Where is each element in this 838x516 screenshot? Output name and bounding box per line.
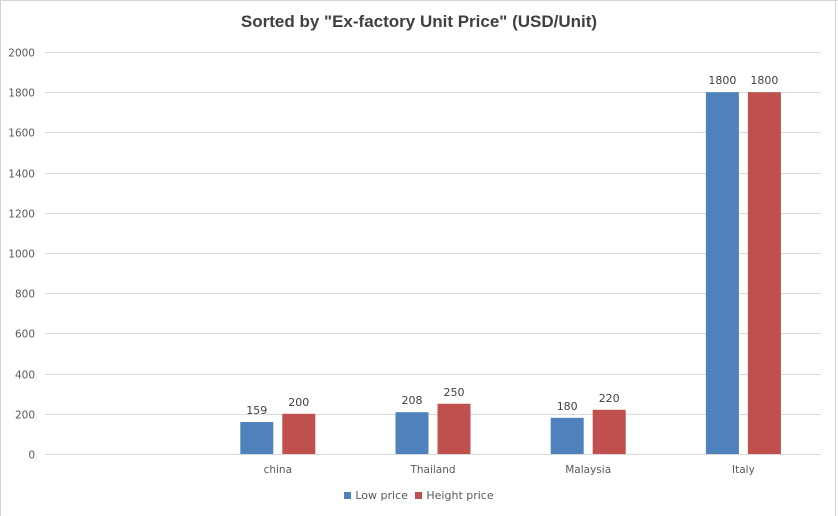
y-tick-label: 800 (15, 289, 35, 301)
y-tick-label: 2000 (8, 48, 35, 60)
chart-title: Sorted by "Ex-factory Unit Price" (USD/U… (240, 12, 598, 31)
bar-low-price (705, 92, 739, 454)
data-label-height-price: 1800 (750, 74, 778, 87)
legend-label-height-price: Height price (426, 489, 494, 502)
data-labels: 159 200 208 250 180 220 1800 1800 (246, 74, 778, 417)
x-tick-label: Thailand (409, 464, 455, 476)
y-axis-tick-labels: 0 200 400 600 800 1000 1200 1400 1600 1800 2000 (8, 48, 35, 462)
legend: Low price Height price (0, 489, 838, 502)
x-tick-label: china (264, 464, 292, 476)
data-label-low-price: 159 (246, 404, 267, 417)
legend-swatch-height-price (415, 492, 423, 499)
legend-item-height-price: Height price (415, 489, 494, 502)
y-tick-label: 1400 (8, 169, 35, 181)
x-tick-label: Italy (732, 464, 755, 476)
bar-height-price (747, 92, 781, 454)
bar-low-price (550, 417, 584, 454)
data-label-height-price: 250 (444, 386, 465, 399)
y-tick-label: 600 (15, 329, 35, 341)
bars (240, 92, 781, 454)
bar-low-price (240, 422, 274, 454)
legend-item-low-price: Low price (344, 489, 408, 502)
y-tick-label: 1200 (8, 209, 35, 221)
legend-label-low-price: Low price (355, 489, 408, 502)
y-tick-label: 200 (15, 410, 35, 422)
data-label-height-price: 220 (599, 392, 620, 405)
data-label-low-price: 208 (402, 394, 423, 407)
data-label-low-price: 180 (557, 400, 578, 413)
bar-low-price (395, 412, 429, 454)
y-tick-label: 1600 (8, 128, 35, 140)
data-label-low-price: 1800 (708, 74, 736, 87)
y-tick-label: 400 (15, 370, 35, 382)
bar-height-price (437, 403, 471, 454)
bar-height-price (282, 413, 316, 454)
data-label-height-price: 200 (288, 396, 309, 409)
x-tick-label: Malaysia (565, 464, 611, 476)
bar-height-price (592, 409, 626, 454)
y-tick-label: 1000 (8, 249, 35, 261)
y-tick-label: 0 (28, 450, 35, 462)
x-axis-tick-labels: china Thailand Malaysia Italy (264, 464, 755, 476)
gridlines (45, 52, 821, 455)
y-tick-label: 1800 (8, 88, 35, 100)
legend-swatch-low-price (344, 492, 352, 499)
